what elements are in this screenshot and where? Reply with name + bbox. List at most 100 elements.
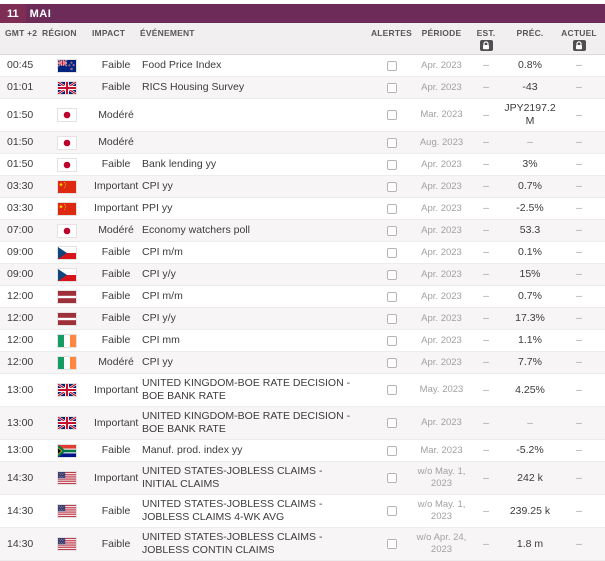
event-row: 12:00 Modéré CPI yy Apr. 2023 – 7.7% – [0, 352, 605, 374]
column-header-est-label: EST. [476, 28, 496, 38]
event-time: 09:00 [7, 268, 34, 280]
event-time: 14:30 [7, 504, 34, 517]
event-name: Bank lending yy [142, 158, 217, 170]
date-day: 11 [0, 4, 26, 23]
event-name [140, 140, 370, 146]
event-row: 13:00 Important UNITED KINGDOM-BOE RATE DE… [0, 374, 605, 407]
event-row: 01:50 Modéré Mar. 2023 – JPY2197.2 M – [0, 99, 605, 132]
event-time: 03:30 [7, 202, 34, 214]
event-previous: 7.7% [518, 356, 542, 368]
alert-checkbox[interactable] [386, 445, 397, 456]
region-cell [42, 105, 92, 125]
column-header-period: PÉRIODE [421, 28, 462, 38]
event-name: CPI yy [142, 356, 173, 368]
alert-checkbox[interactable] [386, 418, 397, 428]
alert-checkbox[interactable] [386, 247, 397, 258]
region-cell [42, 309, 92, 329]
event-actual: – [576, 180, 582, 192]
region-cell [42, 155, 92, 175]
alerts-cell [370, 157, 413, 173]
alert-checkbox[interactable] [386, 110, 397, 120]
event-previous: -5.2% [516, 444, 544, 456]
event-time: 01:01 [7, 81, 34, 93]
event-name: Food Price Index [142, 59, 222, 71]
alert-checkbox[interactable] [386, 539, 397, 549]
event-estimate: – [483, 180, 489, 192]
alert-checkbox[interactable] [386, 203, 397, 214]
alert-checkbox[interactable] [386, 159, 397, 170]
region-cell [42, 501, 92, 521]
impact-label: Faible [101, 81, 131, 93]
event-previous: 0.7% [518, 180, 542, 192]
alert-checkbox[interactable] [386, 473, 397, 483]
event-actual: – [576, 202, 582, 214]
event-name: UNITED KINGDOM-BOE RATE DECISION - BOE B… [142, 410, 351, 435]
flag-china-icon [57, 201, 77, 216]
event-actual: – [576, 383, 582, 396]
event-period: Apr. 2023 [421, 246, 462, 258]
impact-label: Modéré [98, 356, 134, 368]
alert-checkbox[interactable] [386, 225, 397, 236]
flag-ireland-icon [57, 355, 77, 370]
alert-checkbox[interactable] [386, 137, 397, 148]
event-time: 01:50 [7, 136, 34, 148]
event-period: w/o May. 1, 2023 [417, 466, 466, 489]
alert-checkbox[interactable] [386, 291, 397, 302]
flag-united-kingdom-icon [57, 383, 77, 397]
alert-checkbox[interactable] [386, 313, 397, 324]
event-time: 13:00 [7, 383, 34, 396]
alerts-cell [370, 58, 413, 74]
event-period: Apr. 2023 [421, 290, 462, 302]
event-actual: – [576, 268, 582, 280]
event-name: CPI m/m [142, 246, 183, 258]
event-actual: – [576, 136, 582, 148]
date-month: MAI [29, 7, 52, 20]
alert-checkbox[interactable] [386, 82, 397, 93]
event-period: Apr. 2023 [421, 81, 462, 93]
event-period: Apr. 2023 [421, 334, 462, 346]
alert-checkbox[interactable] [386, 335, 397, 346]
event-row: 00:45 Faible Food Price Index Apr. 2023 – 0.8… [0, 55, 605, 77]
impact-label: Important [94, 180, 139, 192]
event-period: Apr. 2023 [421, 158, 462, 170]
alerts-cell [370, 135, 413, 151]
alert-checkbox[interactable] [386, 269, 397, 280]
region-cell [42, 265, 92, 285]
event-row: 09:00 Faible CPI y/y Apr. 2023 – 15% – [0, 264, 605, 286]
event-period: Apr. 2023 [421, 224, 462, 236]
impact-label: Important [94, 202, 139, 214]
impact-label: Important [94, 383, 139, 396]
event-time: 07:00 [7, 224, 34, 236]
impact-label: Important [94, 471, 139, 484]
event-name: UNITED STATES-JOBLESS CLAIMS - JOBLESS C… [142, 531, 323, 556]
event-actual: – [576, 356, 582, 368]
alert-checkbox[interactable] [386, 60, 397, 71]
event-time: 13:00 [7, 416, 34, 429]
flag-china-icon [57, 179, 77, 194]
event-time: 09:00 [7, 246, 34, 258]
flag-united-kingdom-icon [57, 416, 77, 430]
event-previous: 242 k [517, 471, 543, 484]
event-period: Aug. 2023 [419, 136, 464, 148]
alert-checkbox[interactable] [386, 506, 397, 516]
lock-icon [572, 40, 586, 51]
column-header-region: RÉGION [42, 28, 77, 38]
event-time: 03:30 [7, 180, 34, 192]
alert-checkbox[interactable] [386, 181, 397, 192]
flag-new-zealand-icon [57, 58, 77, 73]
region-cell [42, 177, 92, 197]
flag-united-states-icon [57, 471, 77, 485]
column-header-alerts: ALERTES [370, 28, 413, 38]
event-estimate: – [483, 81, 489, 93]
region-cell [42, 413, 92, 433]
event-row: 13:00 Faible Manuf. prod. index yy Mar. 202… [0, 440, 605, 462]
event-estimate: – [483, 444, 489, 456]
event-actual: – [576, 416, 582, 429]
event-name: UNITED STATES-JOBLESS CLAIMS - JOBLESS C… [142, 498, 323, 523]
alerts-cell [370, 80, 413, 96]
event-estimate: – [483, 290, 489, 302]
event-name: UNITED STATES-JOBLESS CLAIMS - INITIAL C… [142, 465, 323, 490]
alert-checkbox[interactable] [386, 357, 397, 368]
impact-label: Faible [101, 537, 131, 550]
alert-checkbox[interactable] [386, 385, 397, 395]
